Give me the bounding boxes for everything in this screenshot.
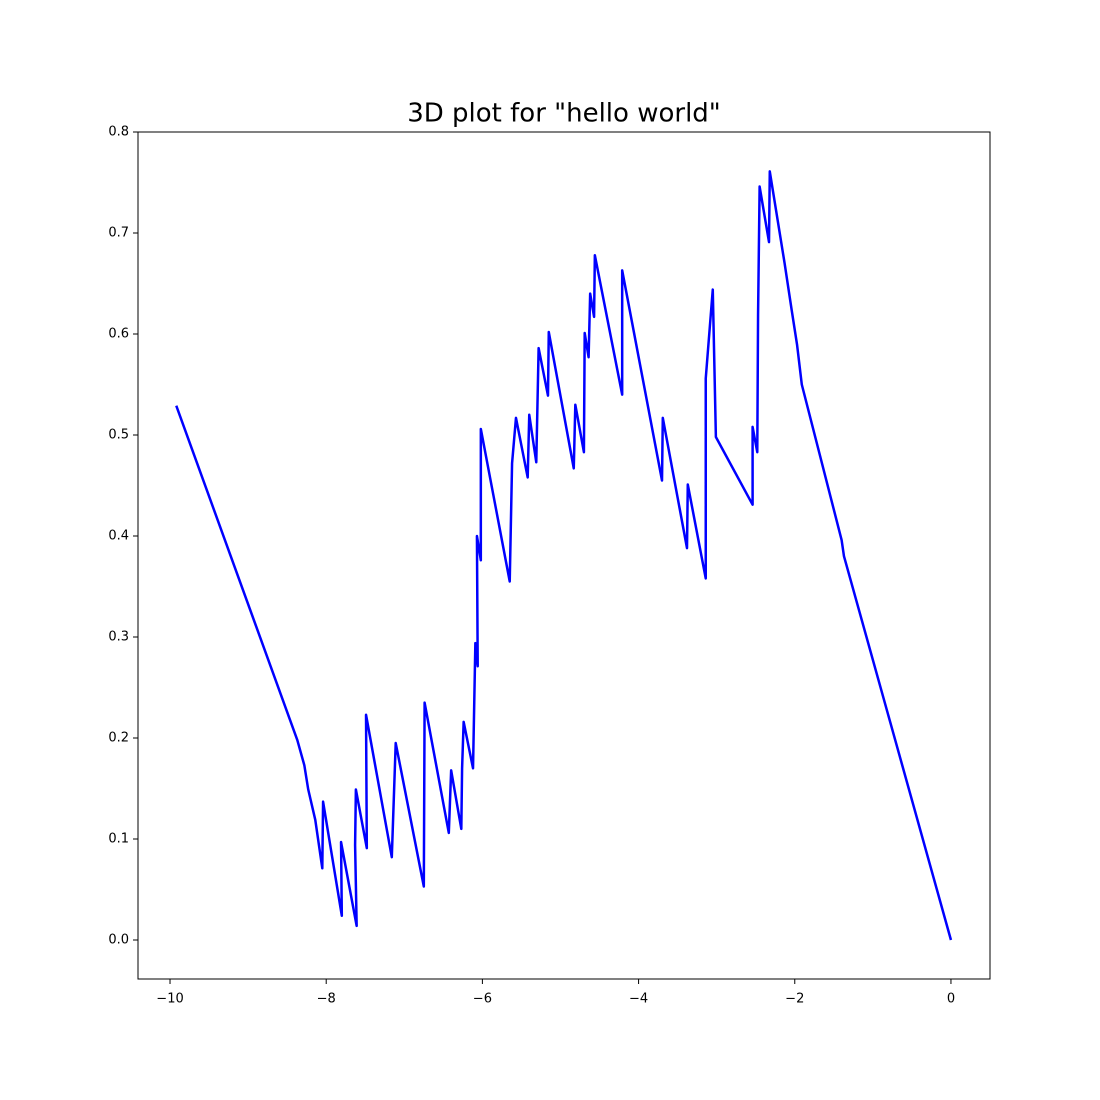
x-tick-label: −10 [156, 992, 183, 1007]
y-tick-label: 0.2 [108, 731, 129, 746]
x-tick-label: 0 [947, 992, 955, 1007]
y-tick-label: 0.8 [108, 125, 129, 140]
x-tick-label: −6 [473, 992, 492, 1007]
y-tick-label: 0.6 [108, 327, 129, 342]
y-tick-label: 0.5 [108, 428, 129, 443]
x-tick-label: −2 [785, 992, 804, 1007]
chart-title: 3D plot for "hello world" [407, 99, 721, 129]
y-tick-label: 0.3 [108, 630, 129, 645]
x-tick-label: −4 [629, 992, 648, 1007]
y-tick-label: 0.4 [108, 529, 129, 544]
y-tick-label: 0.1 [108, 832, 129, 847]
plot-frame [137, 131, 991, 980]
y-tick-label: 0.7 [108, 226, 129, 241]
data-line [175, 170, 953, 941]
x-tick-label: −8 [317, 992, 336, 1007]
y-tick-label: 0.0 [108, 933, 129, 948]
